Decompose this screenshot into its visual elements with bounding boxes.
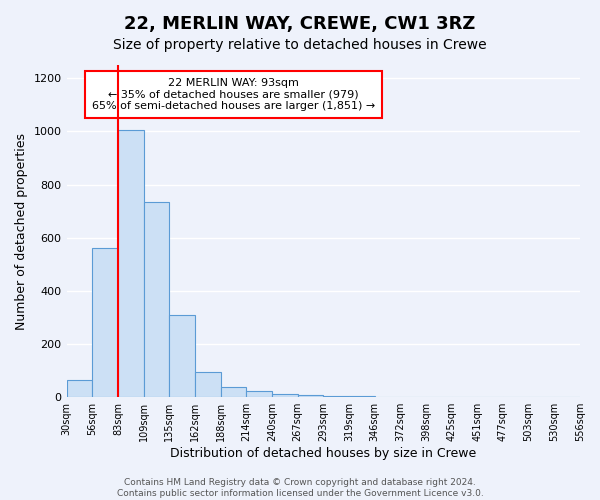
Y-axis label: Number of detached properties: Number of detached properties [15,132,28,330]
Bar [67,380,92,397]
Text: Size of property relative to detached houses in Crewe: Size of property relative to detached ho… [113,38,487,52]
X-axis label: Distribution of detached houses by size in Crewe: Distribution of detached houses by size … [170,447,476,460]
Bar [349,396,374,397]
Bar [323,396,349,397]
Bar [246,392,272,397]
Bar [298,395,323,397]
Text: 22, MERLIN WAY, CREWE, CW1 3RZ: 22, MERLIN WAY, CREWE, CW1 3RZ [124,15,476,33]
Text: 22 MERLIN WAY: 93sqm
← 35% of detached houses are smaller (979)
65% of semi-deta: 22 MERLIN WAY: 93sqm ← 35% of detached h… [92,78,375,111]
Bar [118,130,143,397]
Bar [92,248,118,397]
Bar [195,372,221,397]
Text: Contains HM Land Registry data © Crown copyright and database right 2024.
Contai: Contains HM Land Registry data © Crown c… [116,478,484,498]
Bar [169,315,195,397]
Bar [221,386,246,397]
Bar [272,394,298,397]
Bar [143,202,169,397]
